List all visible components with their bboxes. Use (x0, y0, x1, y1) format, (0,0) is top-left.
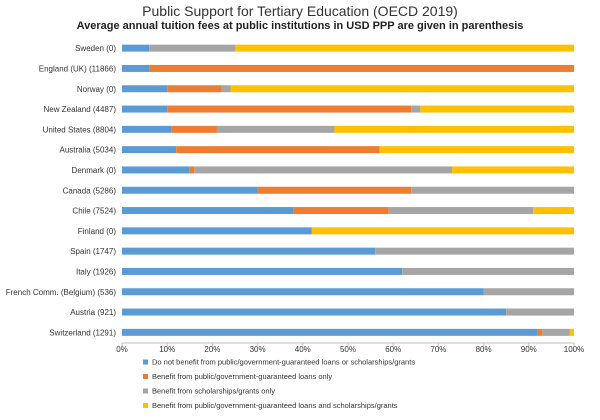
category-labels: Sweden (0) England (UK) (11866) Norway (0)… (6, 44, 117, 337)
bar-segment-switzerland-1291-series-4 (569, 328, 574, 336)
bar-segment-italy-1926-series-1 (122, 267, 403, 275)
bar-segment-austria-921-series-1 (122, 308, 507, 316)
bar-segment-canada-5286-series-3 (411, 186, 574, 194)
bar-segment-spain-1747-series-3 (375, 247, 574, 255)
bar-segment-sweden-0-series-3 (149, 44, 235, 52)
bar-segment-norway-0-series-4 (230, 85, 575, 93)
bar-segment-sweden-0-series-4 (235, 44, 574, 52)
bar-segment-denmark-0-series-1 (122, 166, 190, 174)
chart-subtitle: Average annual tuition fees at public in… (76, 20, 524, 32)
legend-swatch-1 (143, 359, 148, 365)
bar-segment-united-states-8804-series-2 (171, 125, 217, 133)
legend-label-3: Benefit from scholarships/grants only (152, 387, 275, 396)
bar-segment-denmark-0-series-3 (194, 166, 452, 174)
category-label-united-states-8804: United States (8804) (43, 125, 117, 134)
x-axis: 0% 10% 20% 30% 40% 50% 60% 70% 80% 90% 100% (116, 342, 584, 354)
bar-segment-australia-5034-series-4 (379, 146, 574, 154)
bar-segment-england-uk-11866-series-2 (149, 64, 574, 72)
category-label-new-zealand-4487: New Zealand (4487) (44, 105, 117, 114)
bar-segment-england-uk-11866-series-1 (122, 64, 150, 72)
category-label-austria-921: Austria (921) (70, 308, 116, 317)
bar-segment-canada-5286-series-2 (257, 186, 412, 194)
bar-segment-french-comm-belgium-536-series-1 (122, 288, 484, 296)
bar-segment-finland-0-series-4 (311, 227, 574, 235)
category-label-australia-5034: Australia (5034) (60, 146, 117, 155)
bar-segment-new-zealand-4487-series-4 (420, 105, 574, 113)
legend-swatch-3 (143, 388, 148, 394)
bar-segment-sweden-0-series-1 (122, 44, 150, 52)
legend: Do not benefit from public/government-gu… (143, 358, 415, 410)
bar-segment-chile-7524-series-4 (533, 207, 574, 215)
x-tick-label: 80% (476, 345, 492, 354)
legend-label-2: Benefit from public/government-guarantee… (152, 372, 332, 381)
bar-segment-norway-0-series-2 (167, 85, 222, 93)
bar-segment-spain-1747-series-1 (122, 247, 376, 255)
bar-segment-switzerland-1291-series-2 (537, 328, 543, 336)
x-tick-label: 90% (521, 345, 537, 354)
category-label-finland-0: Finland (0) (78, 227, 117, 236)
category-label-denmark-0: Denmark (0) (72, 166, 117, 175)
bar-segment-denmark-0-series-2 (189, 166, 195, 174)
bar-segment-canada-5286-series-1 (122, 186, 258, 194)
bar-segment-french-comm-belgium-536-series-3 (483, 288, 574, 296)
x-tick-label: 50% (340, 345, 356, 354)
bar-segment-australia-5034-series-2 (176, 146, 380, 154)
bar-segment-italy-1926-series-3 (402, 267, 574, 275)
bar-segment-united-states-8804-series-3 (216, 125, 335, 133)
legend-label-4: Benefit from public/government-guarantee… (152, 401, 398, 410)
category-label-england-uk-11866: England (UK) (11866) (39, 64, 117, 73)
bar-segment-united-states-8804-series-1 (122, 125, 172, 133)
category-label-italy-1926: Italy (1926) (76, 267, 116, 276)
category-label-switzerland-1291: Switzerland (1291) (49, 328, 116, 337)
x-tick-label: 60% (385, 345, 401, 354)
x-tick-label: 70% (430, 345, 446, 354)
bar-segment-finland-0-series-1 (122, 227, 312, 235)
bar-segment-switzerland-1291-series-1 (122, 328, 538, 336)
legend-swatch-4 (143, 403, 148, 408)
x-tick-label: 100% (564, 345, 584, 354)
bars-layer (122, 44, 575, 336)
x-tick-label: 40% (295, 345, 311, 354)
bar-segment-chile-7524-series-1 (122, 207, 294, 215)
bar-segment-austria-921-series-3 (506, 308, 574, 316)
category-label-french-comm-belgium-536: French Comm. (Belgium) (536) (6, 288, 117, 297)
bar-segment-new-zealand-4487-series-1 (122, 105, 168, 113)
legend-swatch-2 (143, 374, 148, 379)
category-label-sweden-0: Sweden (0) (75, 44, 116, 53)
bar-segment-australia-5034-series-1 (122, 146, 177, 154)
bar-segment-norway-0-series-3 (221, 85, 231, 93)
bar-segment-united-states-8804-series-4 (334, 125, 574, 133)
x-tick-label: 10% (159, 345, 175, 354)
category-label-canada-5286: Canada (5286) (63, 186, 117, 195)
x-tick-label: 20% (204, 345, 220, 354)
category-label-spain-1747: Spain (1747) (70, 247, 116, 256)
bar-segment-chile-7524-series-2 (293, 207, 389, 215)
bar-segment-new-zealand-4487-series-3 (411, 105, 421, 113)
bar-segment-switzerland-1291-series-3 (542, 328, 570, 336)
bar-segment-chile-7524-series-3 (388, 207, 534, 215)
x-tick-label: 0% (116, 345, 128, 354)
category-label-norway-0: Norway (0) (77, 85, 116, 94)
bar-segment-denmark-0-series-4 (451, 166, 574, 174)
chart-title: Public Support for Tertiary Education (O… (142, 3, 458, 19)
category-label-chile-7524: Chile (7524) (72, 207, 116, 216)
bar-segment-norway-0-series-1 (122, 85, 168, 93)
x-tick-label: 30% (250, 345, 266, 354)
bar-segment-new-zealand-4487-series-2 (167, 105, 412, 113)
legend-label-1: Do not benefit from public/government-gu… (152, 358, 415, 367)
